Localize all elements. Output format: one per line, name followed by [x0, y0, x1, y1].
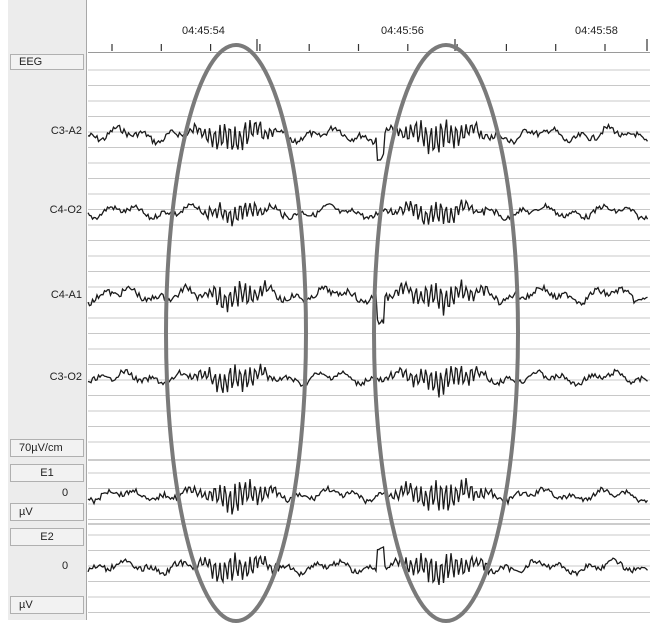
time-label-1: 04:45:54 — [182, 25, 225, 37]
e1-channel-label: E1 — [40, 467, 54, 479]
e2-unit-box: µV — [10, 596, 84, 614]
grid-lines — [88, 69, 650, 613]
channel-label-c4-a1[interactable]: C4-A1 — [50, 289, 82, 301]
ruler-ticks — [111, 39, 648, 51]
channel-label-c3-o2[interactable]: C3-O2 — [49, 371, 82, 383]
channel-label-c3-a2[interactable]: C3-A2 — [50, 125, 82, 137]
channel-label-c4-o2[interactable]: C4-O2 — [49, 204, 82, 216]
trace-c4-a1 — [87, 279, 648, 326]
e1-unit-box: µV — [10, 503, 84, 521]
waveform-traces — [87, 119, 649, 586]
time-ruler[interactable]: 04:45:54 04:45:56 04:45:58 — [88, 0, 650, 53]
trace-c3-o2 — [87, 363, 648, 398]
event-ellipse-2 — [372, 43, 520, 623]
e2-channel-header[interactable]: E2 — [10, 528, 84, 546]
trace-c3-a2 — [87, 119, 649, 162]
trace-e1 — [87, 478, 649, 515]
event-ellipse-1 — [164, 43, 308, 623]
e2-zero-label: 0 — [62, 560, 69, 572]
e1-unit-label: µV — [19, 506, 33, 518]
time-label-2: 04:45:56 — [381, 25, 424, 37]
eeg-group-header[interactable]: EEG — [10, 54, 84, 70]
trace-c4-o2 — [87, 199, 649, 227]
e2-channel-label: E2 — [40, 531, 54, 543]
e1-channel-header[interactable]: E1 — [10, 464, 84, 482]
eeg-group-label: EEG — [19, 56, 43, 68]
time-label-3: 04:45:58 — [575, 25, 618, 37]
e2-unit-label: µV — [19, 599, 33, 611]
e1-zero-label: 0 — [62, 487, 69, 499]
scale-label: 70µV/cm — [19, 442, 63, 454]
scale-indicator: 70µV/cm — [10, 439, 84, 457]
event-ellipses — [164, 43, 520, 623]
trace-e2 — [87, 546, 648, 586]
